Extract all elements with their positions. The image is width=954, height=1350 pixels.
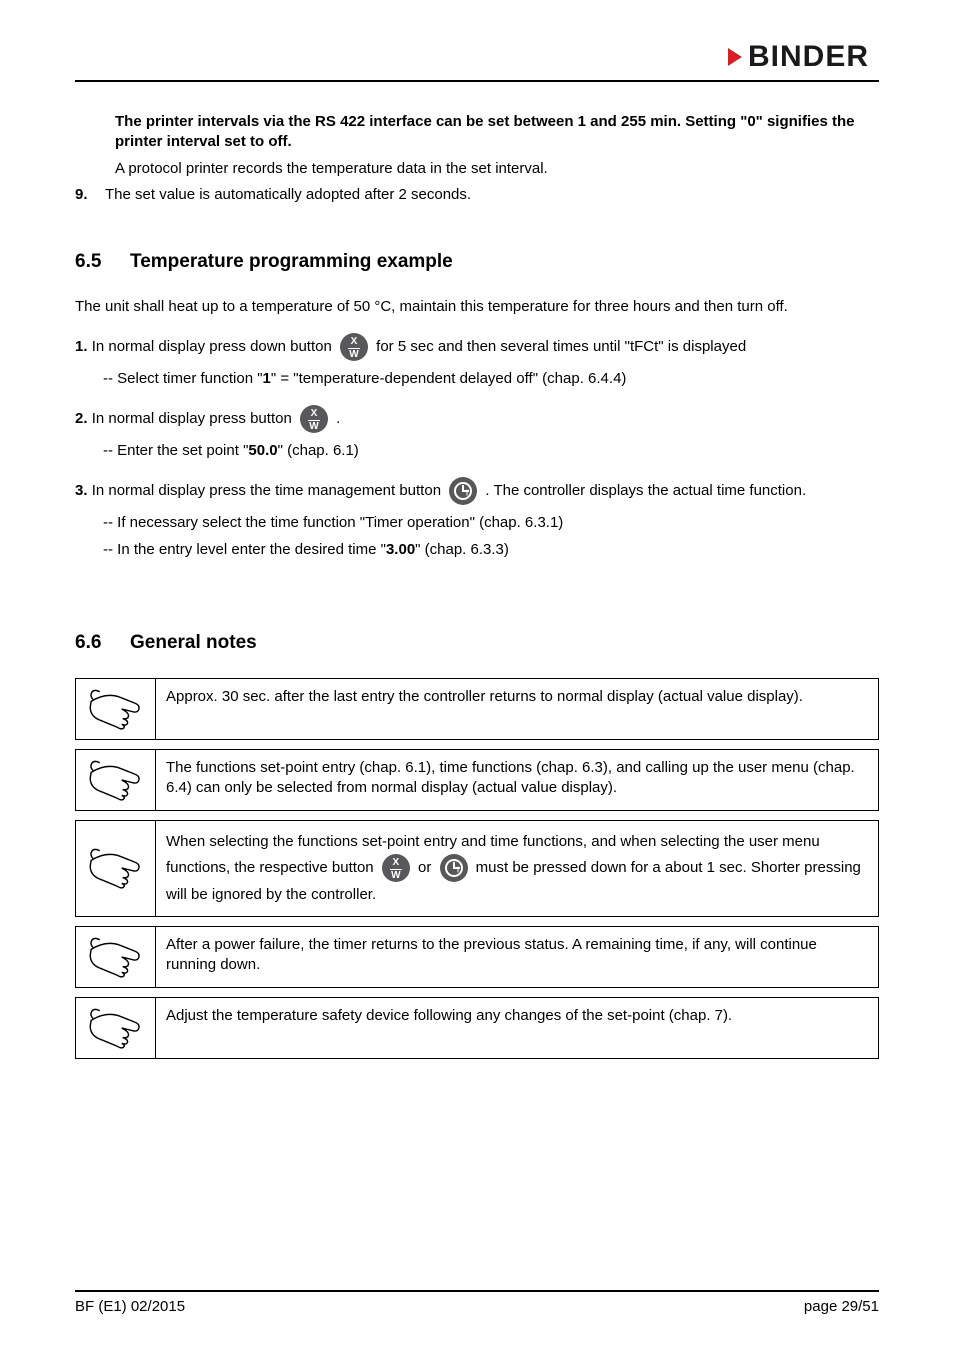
note-5-text: Adjust the temperature safety device fol… [156, 998, 878, 1058]
step-3-sub1: -- If necessary select the time function… [103, 513, 879, 533]
step-3: 3. In normal display press the time mana… [75, 475, 879, 507]
note-1-text: Approx. 30 sec. after the last entry the… [156, 679, 878, 739]
header-rule [75, 80, 879, 82]
section-6-6-heading: 6.6General notes [75, 630, 879, 656]
step-1-text-a: In normal display press down button [92, 338, 332, 355]
protocol-printer-line: A protocol printer records the temperatu… [115, 159, 879, 179]
xw-button-icon: XW [340, 333, 368, 361]
step-1-num: 1. [75, 338, 88, 355]
section-6-6-number: 6.6 [75, 630, 130, 656]
hand-icon [76, 927, 156, 987]
step-2: 2. In normal display press button XW . [75, 403, 879, 435]
note-2: The functions set-point entry (chap. 6.1… [75, 749, 879, 811]
footer-left: BF (E1) 02/2015 [75, 1298, 185, 1315]
step-1-text-b: for 5 sec and then several times until "… [376, 338, 746, 355]
note-5: Adjust the temperature safety device fol… [75, 997, 879, 1059]
note-2-text: The functions set-point entry (chap. 6.1… [156, 750, 878, 810]
step-2-text-a: In normal display press button [92, 410, 292, 427]
xw-button-icon: XW [300, 405, 328, 433]
hand-icon [76, 750, 156, 810]
item-9-text: The set value is automatically adopted a… [105, 185, 879, 205]
printer-interval-note: The printer intervals via the RS 422 int… [115, 112, 879, 153]
section-6-6-title: General notes [130, 632, 257, 653]
step-1-sub: -- Select timer function "1" = "temperat… [103, 369, 879, 389]
hand-icon [76, 679, 156, 739]
section-6-5-title: Temperature programming example [130, 251, 453, 272]
hand-icon [76, 998, 156, 1058]
step-3-text-b: . The controller displays the actual tim… [485, 482, 806, 499]
step-2-sub: -- Enter the set point "50.0" (chap. 6.1… [103, 441, 879, 461]
page-footer: BF (E1) 02/2015 page 29/51 [75, 1290, 879, 1315]
header-logo: BINDER [75, 40, 879, 74]
xw-button-icon: XW [382, 854, 410, 882]
hand-icon [76, 821, 156, 916]
step-3-num: 3. [75, 482, 88, 499]
clock-button-icon [440, 854, 468, 882]
note-3-text: When selecting the functions set-point e… [156, 821, 878, 916]
note-3: When selecting the functions set-point e… [75, 820, 879, 917]
note-4-text: After a power failure, the timer returns… [156, 927, 878, 987]
step-3-text-a: In normal display press the time managem… [92, 482, 441, 499]
section-6-5-lead: The unit shall heat up to a temperature … [75, 297, 879, 317]
clock-button-icon [449, 477, 477, 505]
note-1: Approx. 30 sec. after the last entry the… [75, 678, 879, 740]
step-1: 1. In normal display press down button X… [75, 331, 879, 363]
note-4: After a power failure, the timer returns… [75, 926, 879, 988]
footer-right: page 29/51 [804, 1298, 879, 1315]
item-9-number: 9. [75, 185, 105, 205]
section-6-5-heading: 6.5Temperature programming example [75, 249, 879, 275]
section-6-5-number: 6.5 [75, 249, 130, 275]
brand-text: BINDER [748, 40, 869, 74]
step-2-num: 2. [75, 410, 88, 427]
step-2-text-b: . [336, 410, 340, 427]
step-3-sub2: -- In the entry level enter the desired … [103, 540, 879, 560]
